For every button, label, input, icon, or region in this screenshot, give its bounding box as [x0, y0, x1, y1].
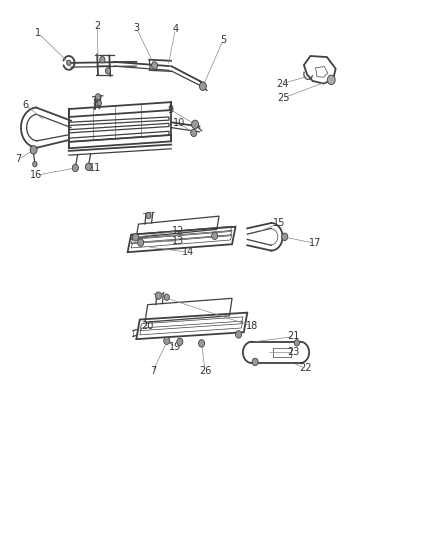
Text: 12: 12 [171, 226, 184, 236]
Circle shape [138, 239, 144, 246]
Circle shape [152, 62, 158, 69]
Circle shape [164, 337, 170, 344]
Text: 18: 18 [246, 321, 258, 331]
Text: 17: 17 [308, 238, 321, 248]
Text: 5: 5 [220, 35, 226, 45]
Circle shape [327, 75, 335, 85]
Circle shape [199, 82, 206, 91]
Text: 8: 8 [92, 98, 98, 108]
Circle shape [191, 120, 198, 128]
Circle shape [294, 340, 300, 346]
Circle shape [198, 340, 205, 347]
Text: 16: 16 [30, 171, 42, 180]
Circle shape [177, 338, 183, 345]
Circle shape [282, 233, 288, 240]
Circle shape [30, 146, 37, 154]
Circle shape [155, 292, 162, 300]
Text: 7: 7 [16, 155, 22, 164]
Text: 13: 13 [172, 236, 184, 246]
Circle shape [95, 94, 101, 100]
Text: 26: 26 [199, 367, 211, 376]
Text: 11: 11 [89, 164, 101, 173]
Text: 19: 19 [170, 342, 182, 352]
Circle shape [132, 233, 138, 241]
Circle shape [106, 68, 111, 74]
Text: 23: 23 [288, 348, 300, 358]
Circle shape [33, 161, 37, 167]
Text: 25: 25 [277, 93, 290, 103]
Text: 6: 6 [22, 100, 28, 110]
Text: 14: 14 [182, 247, 194, 257]
Text: 4: 4 [173, 24, 179, 34]
Circle shape [72, 164, 78, 172]
Circle shape [146, 213, 151, 219]
Circle shape [212, 232, 218, 239]
Text: 9: 9 [167, 104, 173, 115]
Circle shape [191, 129, 197, 136]
Circle shape [100, 56, 105, 63]
Circle shape [252, 358, 258, 366]
Circle shape [236, 330, 242, 338]
Text: 20: 20 [141, 321, 153, 331]
Circle shape [164, 294, 170, 301]
Text: 15: 15 [273, 218, 285, 228]
Text: 7: 7 [150, 367, 156, 376]
Circle shape [67, 60, 71, 66]
Text: 22: 22 [299, 364, 311, 373]
Text: 3: 3 [133, 23, 139, 33]
Circle shape [97, 101, 102, 106]
Text: 21: 21 [288, 332, 300, 342]
Text: 2: 2 [94, 21, 100, 31]
Circle shape [85, 163, 92, 171]
Text: 1: 1 [35, 28, 42, 38]
Text: 24: 24 [276, 78, 288, 88]
Text: 10: 10 [173, 118, 185, 128]
